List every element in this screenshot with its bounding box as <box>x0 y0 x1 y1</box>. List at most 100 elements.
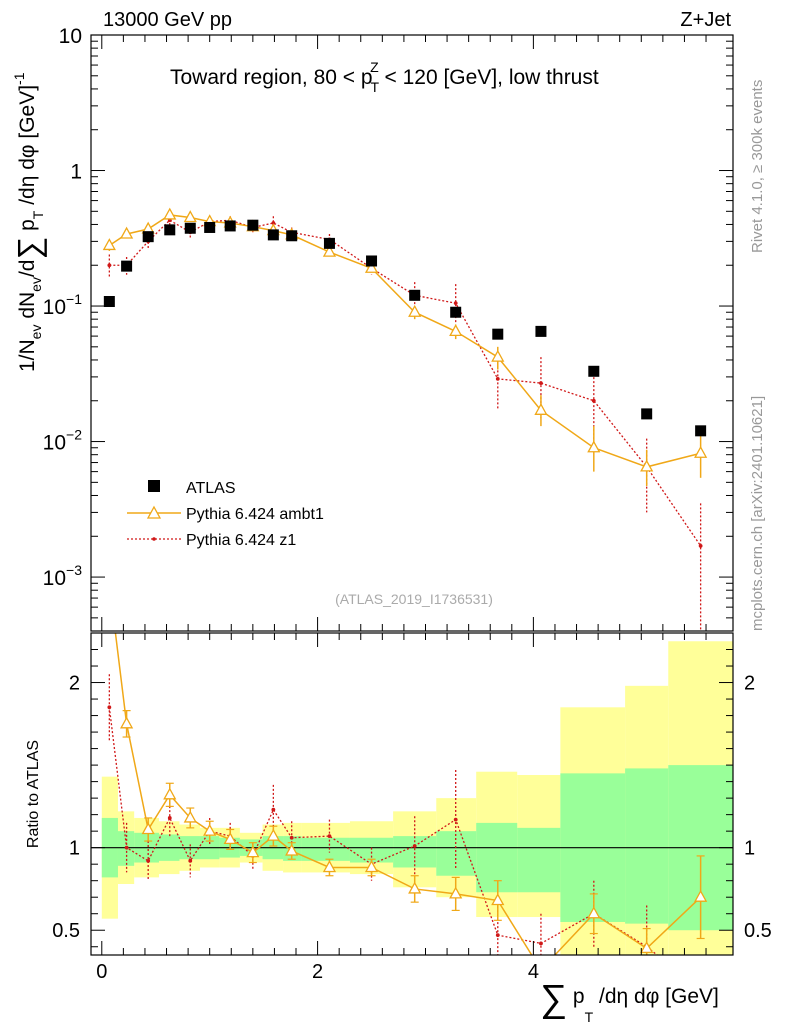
rivet-label: Rivet 4.1.0, ≥ 300k events <box>749 80 766 253</box>
ratio-y-tick-label-left: 0.5 <box>52 920 80 942</box>
ylabel-sum: ∑ <box>11 237 47 260</box>
ratio-ambt1-point <box>104 577 115 587</box>
y-tick-label: 1 <box>70 161 82 184</box>
ratio-green-band <box>301 837 350 861</box>
atlas-point <box>535 325 547 337</box>
x-tick-label: 2 <box>312 961 323 983</box>
ratio-ambt1-point <box>163 787 177 800</box>
ratio-z1-point <box>453 817 458 822</box>
y-tick-label-exponent: −2 <box>66 427 82 443</box>
legend-z1-marker <box>152 537 156 541</box>
ambt1-point <box>364 260 379 273</box>
ratio-ambt1-point <box>364 860 379 873</box>
x-tick-label: 4 <box>528 961 539 983</box>
ylabel-sub1: ev <box>28 325 44 340</box>
title-sub: T <box>371 79 380 95</box>
ylabel-e: /dη dφ [GeV] <box>16 85 39 211</box>
main-title: Toward region, 80 < pTZ < 120 [GeV], low… <box>170 59 599 95</box>
atlas-point <box>142 231 154 243</box>
ylabel-c: /d <box>16 260 39 278</box>
xlabel-b: /dη dφ [GeV] <box>593 985 719 1008</box>
ratio-green-band <box>476 822 518 893</box>
ratio-ambt1-point <box>285 843 299 856</box>
analysis-watermark: (ATLAS_2019_I1736531) <box>335 591 493 607</box>
z1-point <box>453 301 458 306</box>
y-tick-label-base: 10 <box>43 567 66 590</box>
xlabel-sub: T <box>585 1009 594 1024</box>
ratio-ambt1-point <box>587 906 601 919</box>
ratio-z1-point <box>271 807 276 812</box>
z1-point <box>539 381 543 385</box>
ratio-y-tick-label-right: 0.5 <box>744 920 772 942</box>
ambt1-point <box>183 210 197 223</box>
ratio-z1-point <box>146 858 151 863</box>
ratio-panel: 0.5 0.5 1 1 2 2 Ratio to ATLAS 0 2 4 ∑ pT /dη d… <box>25 577 772 1024</box>
atlas-point <box>409 289 421 301</box>
atlas-point <box>695 425 707 437</box>
ratio-z1-point <box>289 835 294 840</box>
ylabel-sub3: T <box>30 210 46 219</box>
ratio-z1-point <box>167 816 172 820</box>
y-tick-label: 10 <box>59 25 82 48</box>
atlas-point <box>492 328 504 340</box>
ambt1-point <box>322 244 337 257</box>
ambt1-point <box>102 238 116 251</box>
atlas-point <box>204 221 216 233</box>
ratio-y-tick-label-right: 2 <box>744 673 755 695</box>
atlas-point <box>224 220 236 232</box>
ratio-z1-point <box>539 941 543 946</box>
ambt1-point <box>694 445 708 458</box>
ambt1-point <box>587 440 601 453</box>
atlas-point <box>366 255 378 267</box>
x-tick-label: 0 <box>96 961 107 983</box>
ratio-y-tick-label-right: 1 <box>744 838 755 860</box>
legend-ambt1-label: Pythia 6.424 ambt1 <box>186 506 324 523</box>
y-tick-label-base: 10 <box>43 296 66 319</box>
ylabel-sup: -1 <box>11 72 27 85</box>
main-frame <box>90 34 734 632</box>
y-tick-label: 10−2 <box>43 427 83 455</box>
xlabel-a: p <box>567 985 585 1008</box>
ylabel-sub2: ev <box>28 277 44 292</box>
ratio-ambt1-point <box>141 822 155 835</box>
xlabel-sum: ∑ <box>540 978 567 1020</box>
y-tick-label-exponent: −1 <box>66 291 82 307</box>
legend-atlas-marker <box>148 480 160 492</box>
ratio-ambt1-point <box>120 716 134 729</box>
z1-point <box>271 221 276 225</box>
ylabel-b: dN <box>16 292 39 325</box>
y-tick-label: 10−3 <box>43 562 83 590</box>
legend: ATLAS Pythia 6.424 ambt1 Pythia 6.424 z1 <box>127 480 324 549</box>
ratio-ambt1-point <box>246 845 260 858</box>
ratio-z1-point <box>188 858 193 863</box>
y-tick-label: 10−1 <box>43 291 83 319</box>
ratio-ambt1-point <box>408 881 422 894</box>
ratio-green-band <box>625 768 669 924</box>
atlas-point <box>286 230 298 242</box>
legend-z1-label: Pythia 6.424 z1 <box>186 532 296 549</box>
y-tick-label-base: 10 <box>43 432 66 455</box>
ratio-ambt1-point <box>266 828 280 841</box>
ambt1-point <box>120 226 134 239</box>
z1-point <box>495 376 500 381</box>
ratio-z1-point <box>107 705 112 710</box>
x-axis-label: ∑ pT /dη dφ [GeV] <box>540 978 719 1024</box>
legend-ambt1-marker <box>146 505 162 519</box>
ratio-ambt1-point <box>223 832 237 845</box>
ratio-ambt1-point <box>322 860 337 873</box>
atlas-point <box>267 229 279 241</box>
ratio-y-axis-label: Ratio to ATLAS <box>25 740 42 848</box>
atlas-point <box>103 296 115 308</box>
atlas-point <box>323 237 335 249</box>
ambt1-point <box>534 402 548 415</box>
legend-atlas-label: ATLAS <box>186 480 236 497</box>
ratio-y-tick-label-left: 2 <box>69 673 80 695</box>
z1-point <box>698 543 703 548</box>
title-part-a: Toward region, 80 < p <box>170 66 373 89</box>
ratio-green-band <box>517 827 561 893</box>
process-label: Z+Jet <box>680 9 731 31</box>
atlas-point <box>184 222 196 234</box>
mcplots-label: mcplots.cern.ch [arXiv:2401.10621] <box>749 396 766 631</box>
energy-label: 13000 GeV pp <box>103 9 232 31</box>
